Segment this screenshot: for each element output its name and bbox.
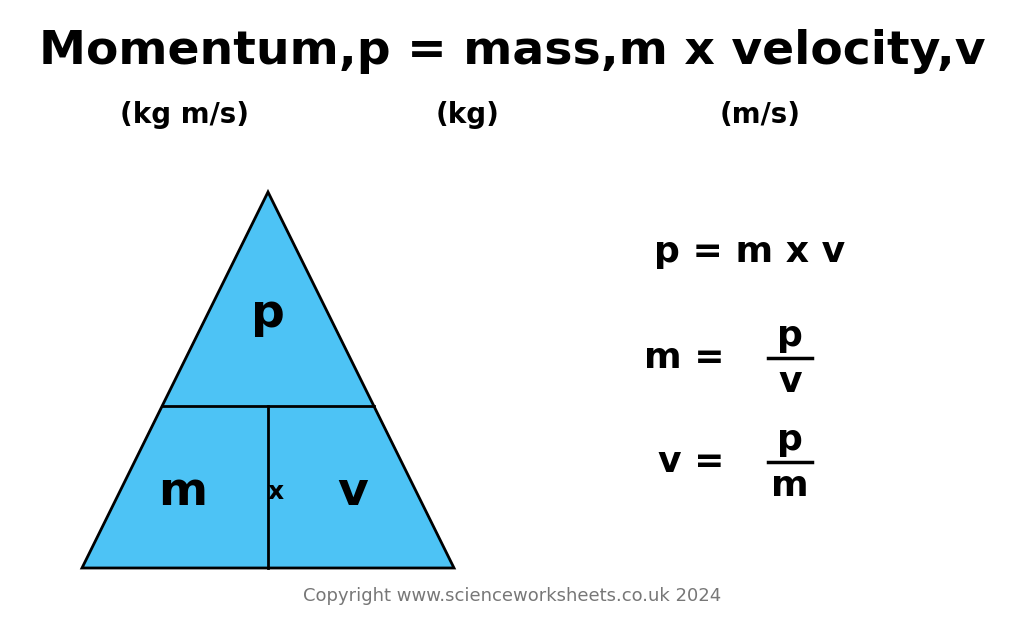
Text: (m/s): (m/s) — [720, 101, 801, 129]
Text: v: v — [338, 470, 369, 515]
Text: p: p — [251, 292, 285, 337]
Text: x: x — [268, 480, 284, 504]
Text: p: p — [777, 423, 803, 457]
Text: m: m — [159, 470, 208, 515]
Text: m =: m = — [644, 341, 725, 375]
Text: v: v — [778, 365, 802, 399]
Text: Copyright www.scienceworksheets.co.uk 2024: Copyright www.scienceworksheets.co.uk 20… — [303, 587, 721, 605]
Text: (kg m/s): (kg m/s) — [121, 101, 250, 129]
Text: (kg): (kg) — [436, 101, 500, 129]
Text: m: m — [771, 469, 809, 503]
Text: v =: v = — [658, 445, 725, 479]
Polygon shape — [82, 192, 454, 568]
Text: p = m x v: p = m x v — [654, 235, 846, 269]
Text: p: p — [777, 319, 803, 353]
Text: Momentum,p = mass,m x velocity,v: Momentum,p = mass,m x velocity,v — [39, 30, 985, 75]
